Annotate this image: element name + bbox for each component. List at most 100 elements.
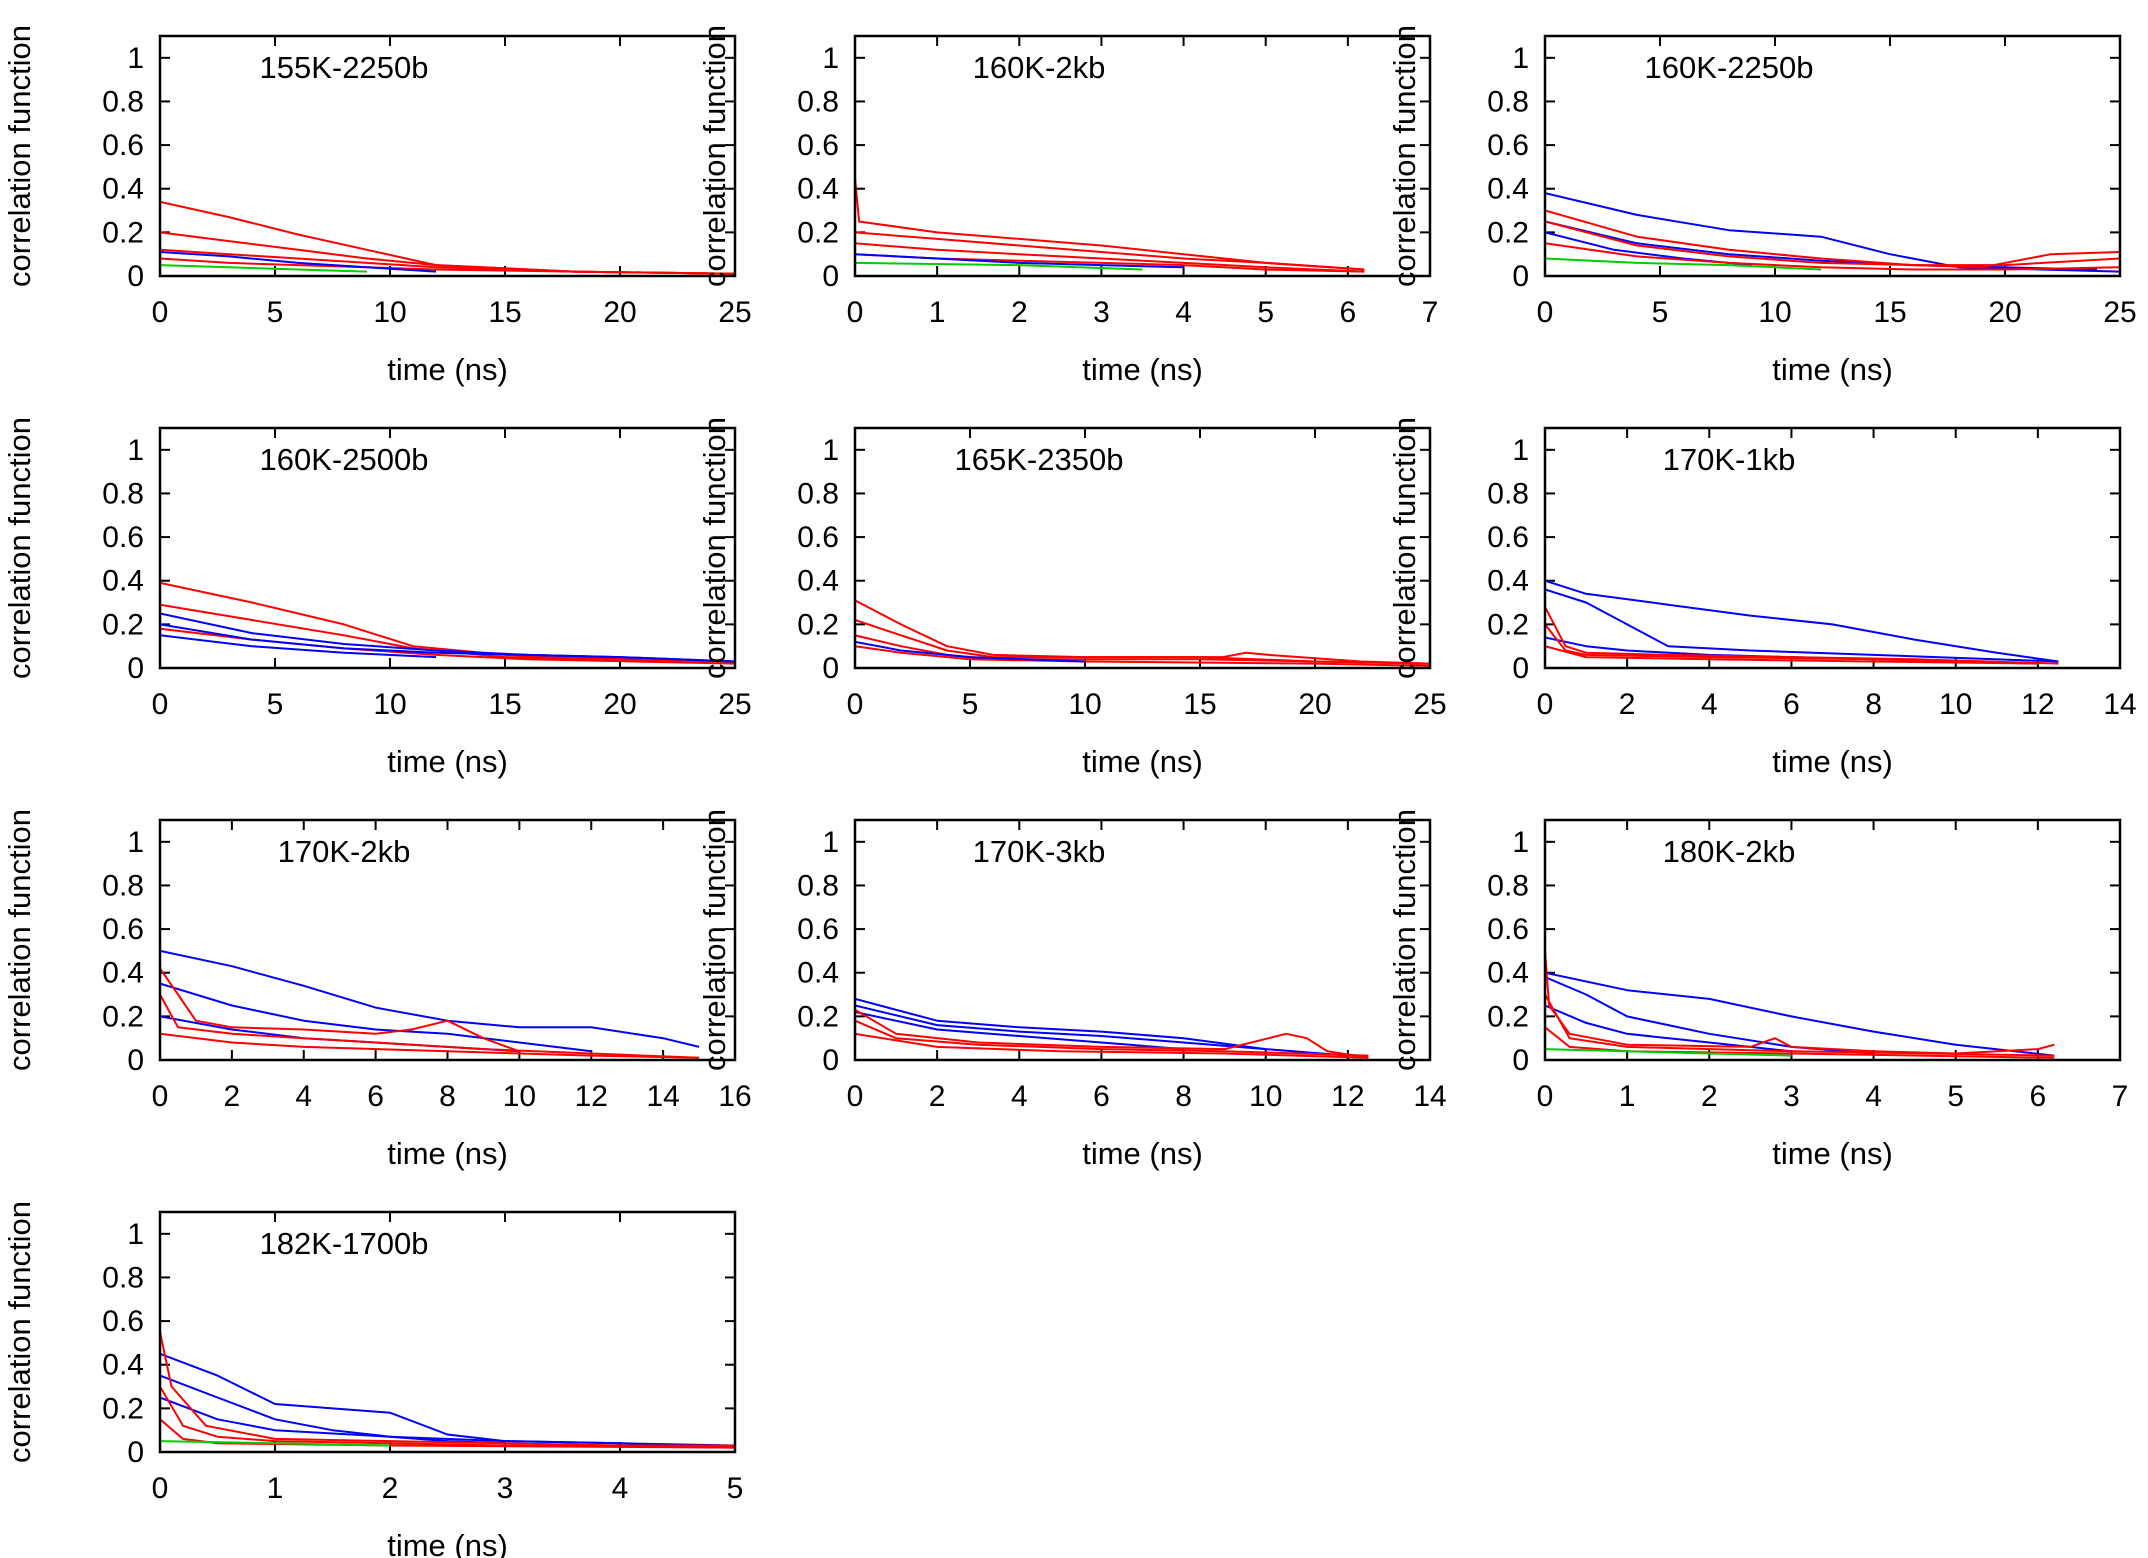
x-tick-label: 10 bbox=[1249, 1080, 1282, 1113]
series-line-blue-1 bbox=[160, 251, 437, 273]
x-tick-label: 25 bbox=[718, 688, 751, 721]
plot-frame bbox=[1543, 426, 2122, 670]
y-tick-label: 1 bbox=[1512, 42, 1529, 75]
panel-1: correlation function time (ns) 0 0.2 0.4 0.6 0… bbox=[2, 25, 752, 387]
y-tick-label: 1 bbox=[1512, 434, 1529, 467]
x-axis-title: time (ns) bbox=[1082, 1136, 1203, 1171]
x-tick-label: 6 bbox=[2030, 1080, 2047, 1113]
plot-frame bbox=[158, 34, 737, 278]
x-tick-label: 12 bbox=[1331, 1080, 1364, 1113]
x-tick-label: 15 bbox=[1183, 688, 1216, 721]
y-tick-label: 1 bbox=[822, 42, 839, 75]
y-tick-label: 1 bbox=[822, 434, 839, 467]
y-axis-title: correlation function bbox=[2, 417, 37, 679]
x-tick-label: 1 bbox=[267, 1472, 284, 1505]
y-tick-label: 1 bbox=[127, 1218, 144, 1251]
x-tick-label: 16 bbox=[718, 1080, 751, 1113]
series-group bbox=[1545, 579, 2059, 665]
y-tick-label: 0.8 bbox=[102, 477, 144, 510]
series-line-red-2 bbox=[855, 619, 1430, 665]
x-tick-label: 10 bbox=[373, 688, 406, 721]
y-tick-label: 0.8 bbox=[1487, 85, 1529, 118]
y-tick-label: 0.8 bbox=[797, 869, 839, 902]
x-axis-title: time (ns) bbox=[1082, 744, 1203, 779]
y-tick-label: 0 bbox=[127, 652, 144, 685]
x-tick-label: 2 bbox=[1619, 688, 1636, 721]
panel-title: 182K-1700b bbox=[260, 1226, 429, 1261]
panel-4: correlation function time (ns) 0 0.2 0.4 0.6 0… bbox=[2, 417, 752, 779]
panel-title: 165K-2350b bbox=[955, 442, 1124, 477]
series-line-green-1 bbox=[855, 261, 1143, 271]
y-tick-label: 0.2 bbox=[102, 1392, 144, 1425]
y-tick-label: 0.2 bbox=[102, 216, 144, 249]
y-tick-label: 0.2 bbox=[1487, 216, 1529, 249]
x-tick-label: 5 bbox=[267, 296, 284, 329]
series-group bbox=[160, 581, 735, 665]
y-tick-label: 1 bbox=[127, 434, 144, 467]
y-axis-title: correlation function bbox=[2, 809, 37, 1071]
x-tick-label: 0 bbox=[847, 688, 864, 721]
series-line-red-1 bbox=[160, 1331, 735, 1447]
series-group bbox=[160, 949, 700, 1059]
series-line-blue-2 bbox=[160, 623, 735, 663]
x-tick-label: 25 bbox=[1413, 688, 1446, 721]
x-axis-title: time (ns) bbox=[387, 1528, 508, 1558]
panel-title: 160K-2kb bbox=[973, 50, 1106, 85]
x-tick-label: 4 bbox=[1865, 1080, 1882, 1113]
series-line-blue-1 bbox=[855, 253, 1184, 269]
plot-frame bbox=[853, 426, 1432, 670]
series-group bbox=[855, 997, 1369, 1059]
y-tick-label: 0.6 bbox=[1487, 129, 1529, 162]
series-line-blue-2 bbox=[855, 1004, 1266, 1051]
panel-title: 170K-1kb bbox=[1663, 442, 1796, 477]
x-tick-label: 8 bbox=[1865, 688, 1882, 721]
series-line-blue-3 bbox=[160, 1396, 621, 1445]
x-axis-title: time (ns) bbox=[1772, 1136, 1893, 1171]
panel-3: correlation function time (ns) 0 0.2 0.4 0.6 0… bbox=[1387, 25, 2137, 387]
plot-frame bbox=[158, 818, 737, 1062]
x-tick-label: 0 bbox=[1537, 1080, 1554, 1113]
panel-8: correlation function time (ns) 0 0.2 0.4 0.6 0… bbox=[697, 809, 1447, 1171]
y-tick-label: 0.8 bbox=[1487, 869, 1529, 902]
y-tick-label: 0.8 bbox=[102, 869, 144, 902]
x-tick-label: 4 bbox=[1175, 296, 1192, 329]
y-axis-title: correlation function bbox=[697, 25, 732, 287]
y-tick-label: 0 bbox=[127, 1044, 144, 1077]
y-tick-label: 0.8 bbox=[102, 85, 144, 118]
y-tick-label: 0 bbox=[1512, 260, 1529, 293]
series-line-red-2 bbox=[160, 994, 700, 1059]
series-line-blue-3 bbox=[1545, 1004, 1792, 1053]
series-line-red-2 bbox=[1545, 220, 2120, 267]
y-tick-label: 1 bbox=[1512, 826, 1529, 859]
x-axis-title: time (ns) bbox=[387, 352, 508, 387]
panel-10: correlation function time (ns) 0 0.2 0.4 0.6 0… bbox=[2, 1201, 743, 1558]
series-line-blue-1 bbox=[855, 640, 1086, 663]
y-tick-label: 0.6 bbox=[1487, 521, 1529, 554]
x-tick-label: 10 bbox=[1758, 296, 1791, 329]
series-line-red-3 bbox=[160, 1032, 700, 1059]
series-line-red-1 bbox=[160, 581, 735, 663]
y-tick-label: 1 bbox=[127, 42, 144, 75]
x-tick-label: 2 bbox=[1011, 296, 1028, 329]
y-tick-label: 0.4 bbox=[797, 565, 839, 598]
x-tick-label: 12 bbox=[575, 1080, 608, 1113]
x-tick-label: 6 bbox=[1783, 688, 1800, 721]
x-tick-label: 20 bbox=[603, 688, 636, 721]
y-tick-label: 0.2 bbox=[102, 1000, 144, 1033]
x-tick-label: 0 bbox=[1537, 688, 1554, 721]
y-tick-label: 0.6 bbox=[102, 1305, 144, 1338]
x-axis-title: time (ns) bbox=[1772, 744, 1893, 779]
x-tick-label: 14 bbox=[1413, 1080, 1446, 1113]
y-tick-label: 0.2 bbox=[797, 1000, 839, 1033]
y-tick-label: 0 bbox=[822, 1044, 839, 1077]
x-tick-label: 2 bbox=[382, 1472, 399, 1505]
x-tick-label: 10 bbox=[1939, 688, 1972, 721]
y-tick-label: 1 bbox=[822, 826, 839, 859]
series-line-red-1 bbox=[1545, 209, 2120, 269]
panel-9: correlation function time (ns) 0 0.2 0.4 0.6 0… bbox=[1387, 809, 2128, 1171]
x-tick-label: 4 bbox=[612, 1472, 629, 1505]
series-group bbox=[1545, 950, 2055, 1059]
panel-title: 160K-2500b bbox=[260, 442, 429, 477]
x-tick-label: 10 bbox=[373, 296, 406, 329]
